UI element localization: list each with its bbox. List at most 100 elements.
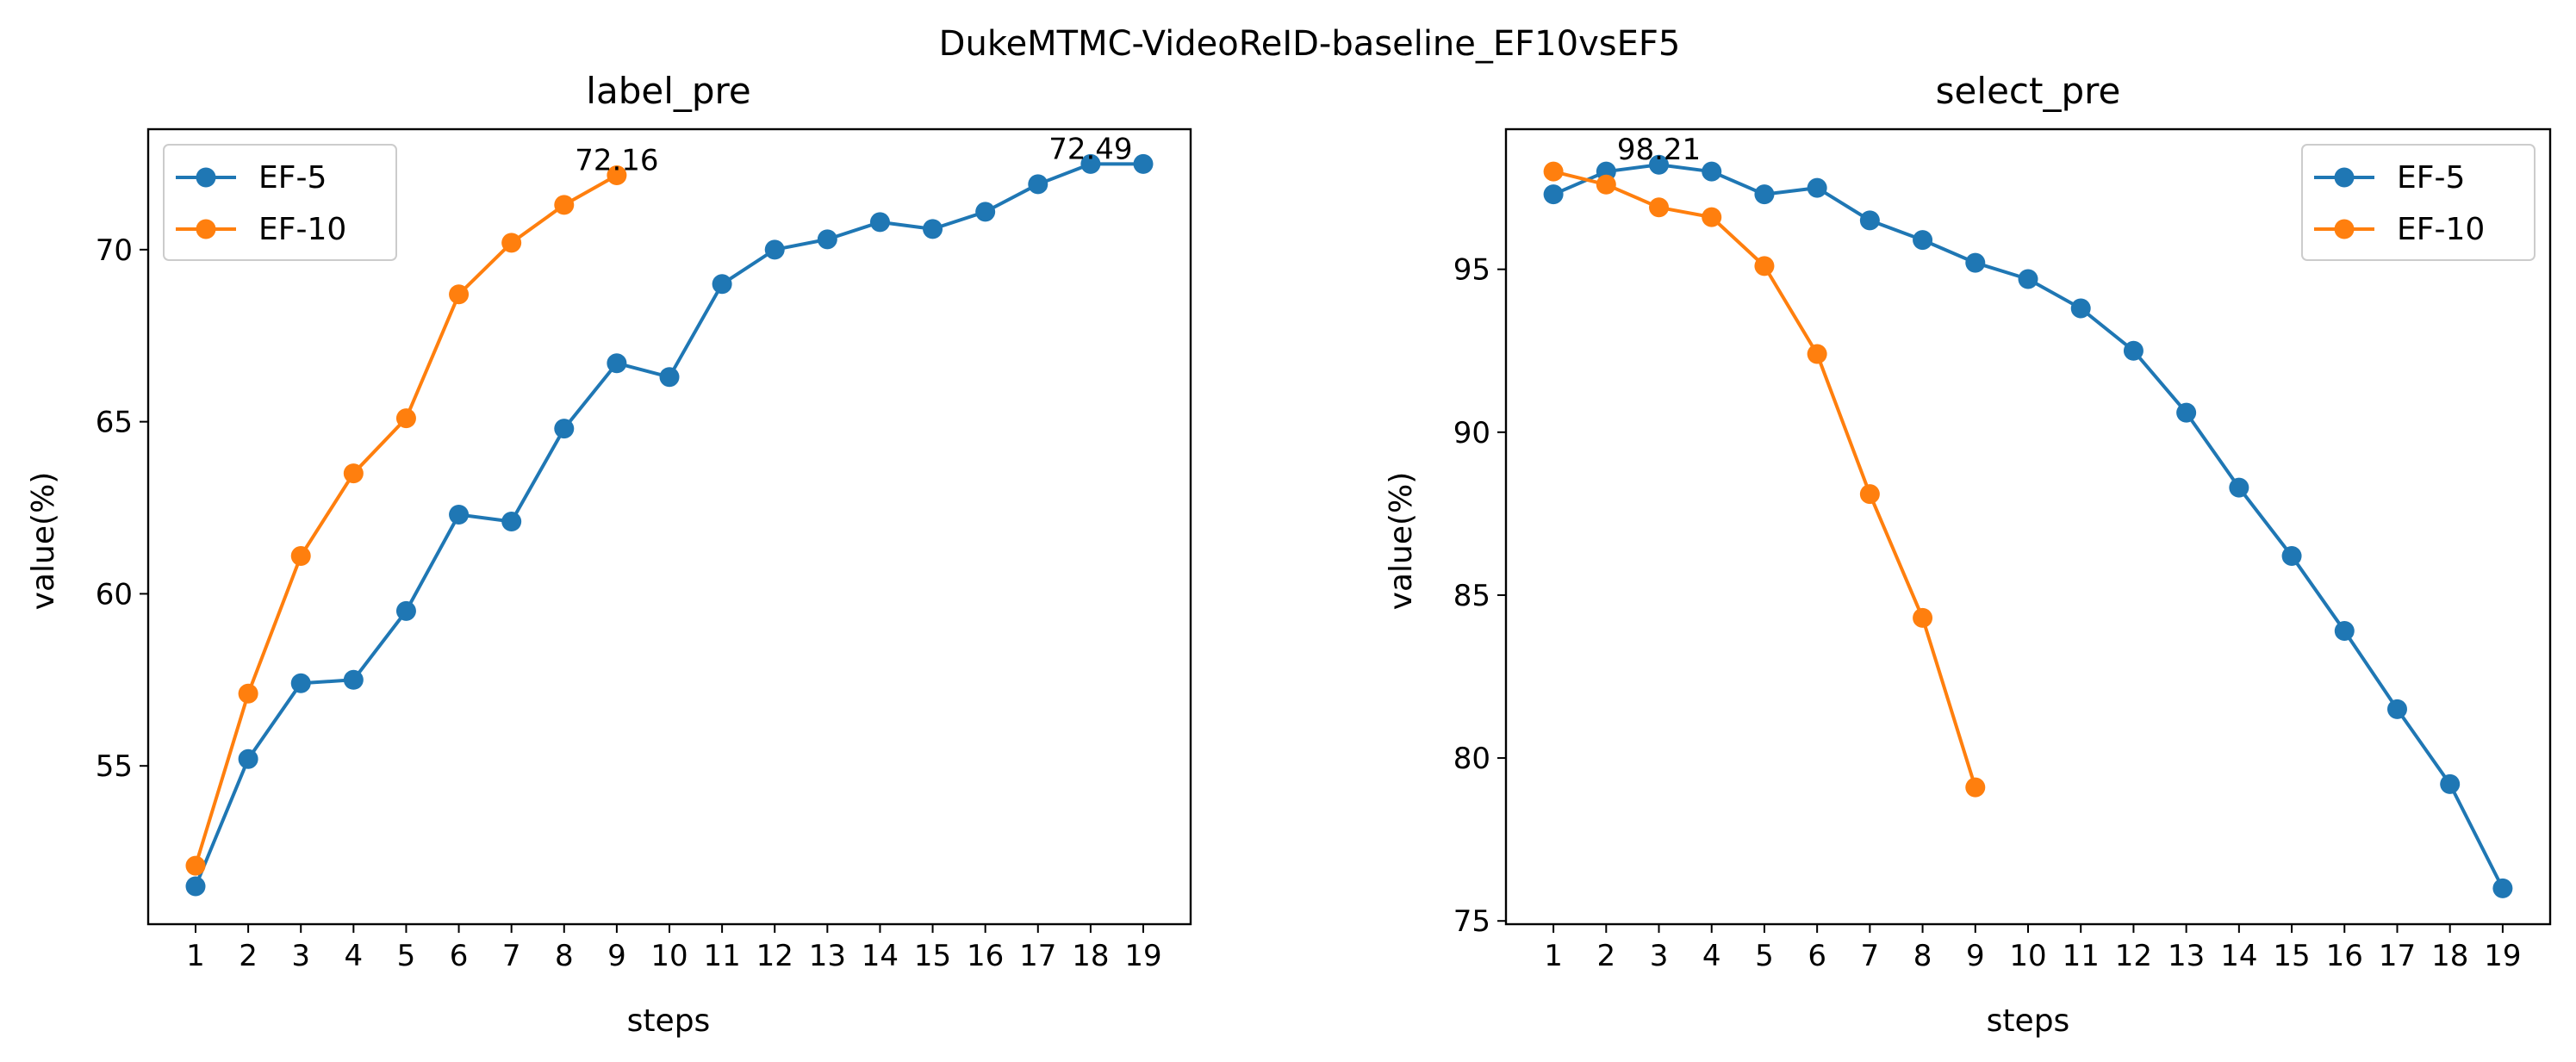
data-point-ef-5 <box>2229 477 2249 498</box>
data-point-ef-10 <box>1965 777 1986 798</box>
data-point-ef-5 <box>1080 153 1101 174</box>
data-point-ef-5 <box>2018 269 2038 289</box>
y-tick-label: 70 <box>96 233 133 268</box>
x-tick-label: 10 <box>2009 939 2046 973</box>
x-tick-label: 19 <box>2484 939 2521 973</box>
series-line-ef-5 <box>194 162 1143 887</box>
x-tick-label: 3 <box>1650 939 1669 973</box>
data-point-ef-5 <box>2492 878 2513 898</box>
y-tick-label: 65 <box>96 406 133 440</box>
data-point-ef-10 <box>1807 344 1827 364</box>
data-point-ef-10 <box>1543 161 1564 182</box>
data-point-ef-5 <box>395 600 416 621</box>
data-point-ef-10 <box>501 233 522 253</box>
legend-box <box>163 144 397 261</box>
chart-label-pre: label_pre steps value(%) 1 2 3 4 5 6 7 8 9 10 11 12… <box>26 70 1192 1039</box>
legend-label-ef-10: EF-10 <box>2397 212 2485 247</box>
x-tick-label: 4 <box>345 939 364 973</box>
data-point-ef-5 <box>2070 298 2091 319</box>
data-point-ef-10 <box>1859 484 1880 505</box>
x-tick-label: 18 <box>2431 939 2468 973</box>
data-point-ef-5 <box>1543 184 1564 205</box>
data-point-ef-5 <box>501 512 522 532</box>
chart-select-pre: select_pre steps value(%) 1 2 3 4 5 6 7 8 9 10 11 1… <box>1384 70 2552 1039</box>
x-tick-label: 6 <box>1808 939 1826 973</box>
legend-select-pre: EF-5 EF-10 <box>2301 144 2536 261</box>
data-point-ef-5 <box>1913 230 1933 251</box>
x-tick-label: 17 <box>2379 939 2416 973</box>
data-point-ef-10 <box>290 545 311 566</box>
data-point-ef-10 <box>185 855 206 876</box>
x-tick-label: 19 <box>1124 939 1161 973</box>
data-point-ef-5 <box>764 239 785 260</box>
legend-label-ef-5: EF-5 <box>258 160 327 196</box>
x-tick-label: 3 <box>291 939 310 973</box>
data-point-ef-5 <box>185 876 206 897</box>
data-point-ef-10 <box>1754 256 1775 276</box>
data-point-ef-5 <box>923 219 943 239</box>
data-point-ef-10 <box>395 408 416 429</box>
data-point-ef-5 <box>554 419 575 439</box>
legend-label-ef-5: EF-5 <box>2397 160 2465 196</box>
data-label: 72.16 <box>575 144 658 178</box>
x-tick-label: 18 <box>1072 939 1109 973</box>
data-point-ef-10 <box>1596 174 1616 195</box>
data-label: 98.21 <box>1617 133 1701 167</box>
y-tick-label: 60 <box>96 577 133 612</box>
data-point-ef-5 <box>2123 340 2144 361</box>
data-point-ef-5 <box>238 748 258 769</box>
data-point-ef-5 <box>1028 174 1048 195</box>
series-line-ef-10 <box>194 173 618 866</box>
x-tick-label: 15 <box>2273 939 2310 973</box>
data-point-ef-5 <box>2440 773 2461 794</box>
y-tick-label: 95 <box>1453 253 1490 288</box>
data-point-ef-5 <box>1965 252 1986 273</box>
x-tick-label: 7 <box>1861 939 1880 973</box>
x-tick-label: 2 <box>1596 939 1615 973</box>
data-point-ef-5 <box>712 274 732 295</box>
data-label: 72.49 <box>1048 132 1132 166</box>
x-tick-label: 13 <box>809 939 846 973</box>
x-tick-label: 15 <box>914 939 951 973</box>
legend-label-ef-10: EF-10 <box>258 212 346 247</box>
data-point-ef-5 <box>869 212 890 233</box>
plot-area-select-pre: 1 2 3 4 5 6 7 8 9 10 11 12 13 14 15 16 17 18 1975808590959… <box>1453 127 2552 973</box>
data-point-ef-10 <box>607 165 627 186</box>
x-tick-label: 4 <box>1702 939 1721 973</box>
x-tick-label: 1 <box>1544 939 1563 973</box>
x-tick-label: 5 <box>397 939 416 973</box>
data-point-ef-10 <box>449 284 470 305</box>
legend-box <box>2301 144 2536 261</box>
data-point-ef-5 <box>2334 621 2355 642</box>
plot-area-label-pre: 1 2 3 4 5 6 7 8 9 10 11 12 13 14 15 16 17 18 195560657072.… <box>96 127 1192 973</box>
data-point-ef-10 <box>1649 197 1670 218</box>
y-axis-label-label-pre: value(%) <box>26 472 61 611</box>
y-tick-label: 55 <box>96 749 133 784</box>
x-tick-label: 12 <box>756 939 793 973</box>
x-tick-label: 7 <box>502 939 521 973</box>
data-point-ef-5 <box>1649 154 1670 175</box>
y-tick-label: 90 <box>1453 416 1490 450</box>
data-point-ef-5 <box>343 669 364 690</box>
data-point-ef-5 <box>290 673 311 693</box>
data-point-ef-10 <box>554 195 575 215</box>
x-tick-label: 11 <box>2063 939 2100 973</box>
legend-marker-ef-5 <box>196 167 216 188</box>
data-point-ef-10 <box>238 683 258 704</box>
chart-title-label-pre: label_pre <box>586 70 750 112</box>
y-axis-label-select-pre: value(%) <box>1384 472 1419 611</box>
data-point-ef-5 <box>1133 153 1154 174</box>
legend-label-pre: EF-5 EF-10 <box>163 144 397 261</box>
x-tick-label: 8 <box>555 939 574 973</box>
x-tick-label: 14 <box>2220 939 2257 973</box>
figure-title: DukeMTMC-VideoReID-baseline_EF10vsEF5 <box>939 24 1681 64</box>
x-tick-label: 8 <box>1913 939 1932 973</box>
axes-frame <box>146 127 1192 926</box>
x-tick-label: 2 <box>239 939 258 973</box>
x-tick-label: 10 <box>650 939 688 973</box>
data-point-ef-5 <box>1807 177 1827 198</box>
data-point-ef-5 <box>1702 161 1722 182</box>
x-tick-label: 13 <box>2168 939 2205 973</box>
x-axis-label-select-pre: steps <box>1987 1003 2070 1039</box>
